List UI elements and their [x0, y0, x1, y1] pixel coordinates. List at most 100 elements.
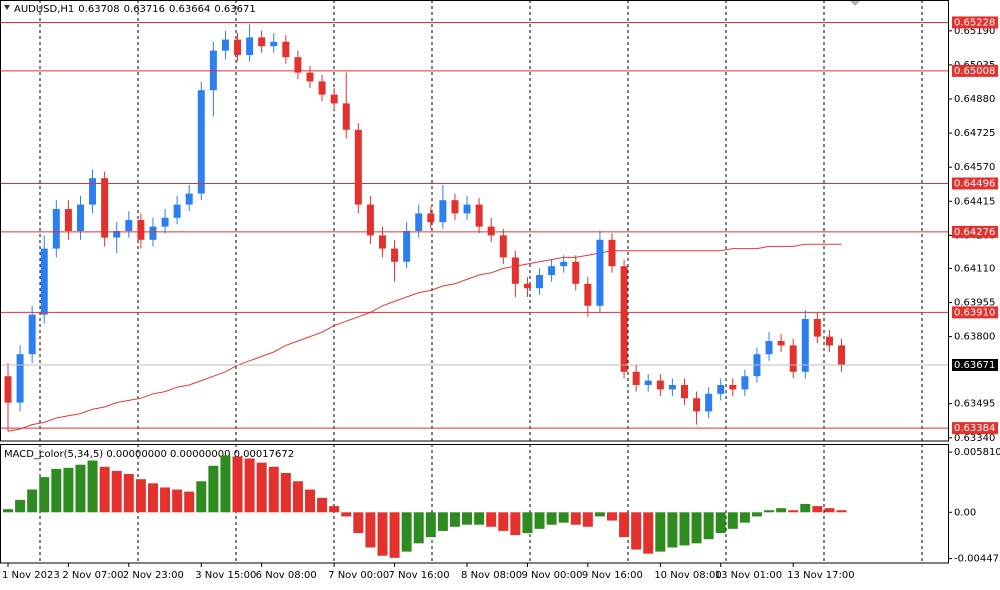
level-tag: [952, 16, 998, 29]
moving-average: [7, 243, 842, 432]
x-tick-label: 2 Nov 23:00: [123, 570, 184, 581]
candle-body: [89, 178, 97, 205]
macd-bar: [244, 458, 255, 513]
macd-bar: [3, 509, 13, 513]
macd-bar: [715, 512, 726, 533]
chart-title: AUDUSD,H1: [14, 4, 74, 15]
x-tick-label: 13 Nov 17:00: [787, 570, 854, 581]
ohlc-value: 0.63716: [124, 4, 165, 15]
macd-bar: [764, 510, 775, 513]
macd-bar: [739, 512, 750, 523]
macd-bar: [558, 512, 569, 523]
candle-body: [197, 90, 205, 194]
y-tick-label: 0.65190: [954, 26, 995, 37]
macd-bar: [317, 497, 328, 513]
x-tick-label: 9 Nov 00:00: [521, 570, 582, 581]
macd-bar: [582, 512, 593, 527]
candle-body: [161, 217, 169, 227]
ohlc-value: 0.63708: [78, 4, 119, 15]
candle-body: [137, 220, 145, 240]
candle-body: [705, 393, 713, 412]
candle-body: [729, 385, 737, 390]
candle-body: [318, 81, 326, 95]
macd-frame: [0, 444, 949, 564]
macd-bar: [184, 491, 195, 513]
macd-title: MACD_color(5,34,5) 0.00000000 0.00000000…: [4, 449, 294, 460]
candle-body: [64, 209, 72, 231]
candle-body: [765, 341, 773, 355]
candle-body: [632, 371, 640, 385]
macd-bar: [75, 464, 86, 513]
macd-bar: [498, 512, 509, 531]
candle-body: [838, 345, 846, 366]
candle-body: [825, 336, 833, 346]
level-label: 0.63910: [954, 307, 995, 318]
macd-bar: [305, 489, 315, 513]
candle-body: [282, 41, 290, 58]
macd-bar: [800, 504, 811, 513]
level-label: 0.64276: [954, 227, 995, 238]
candle-body: [813, 319, 821, 337]
macd-bar: [220, 455, 231, 513]
candle-body: [221, 39, 229, 51]
y-tick-label: 0.63340: [954, 433, 995, 444]
candle-body: [234, 39, 242, 55]
candle-body: [149, 226, 157, 240]
candle-body: [76, 204, 84, 231]
macd-bar: [594, 512, 605, 517]
candle-body: [403, 231, 411, 262]
macd-bar: [570, 512, 581, 525]
macd-bar: [824, 508, 835, 513]
macd-bar: [655, 512, 666, 552]
macd-bar: [123, 474, 134, 513]
macd-bar: [135, 479, 146, 513]
macd-bar: [377, 512, 388, 556]
macd-bar: [546, 512, 557, 525]
level-tag: [952, 177, 998, 190]
candle-body: [270, 41, 278, 47]
macd-bar: [703, 512, 714, 540]
macd-bar: [256, 462, 267, 513]
candle-body: [415, 213, 423, 231]
level-tag: [952, 64, 998, 77]
candle-body: [306, 72, 314, 82]
candle-body: [668, 385, 676, 390]
macd-bar: [292, 481, 303, 513]
macd-bar: [667, 512, 678, 548]
candle-body: [258, 37, 266, 47]
candle-body: [4, 376, 12, 403]
macd-bar: [727, 512, 738, 529]
macd-bar: [280, 472, 291, 513]
shift-marker: [849, 0, 861, 6]
macd-bar: [643, 512, 654, 554]
y-tick-label: 0.64725: [954, 128, 995, 139]
ohlc-value: 0.63664: [169, 4, 210, 15]
macd-bar: [268, 466, 279, 513]
level-tag: [952, 422, 998, 435]
candle-body: [40, 248, 48, 315]
candle-body: [499, 235, 507, 258]
level-label: 0.65008: [954, 66, 995, 77]
macd-bar: [462, 512, 473, 525]
candle-body: [560, 261, 568, 267]
candle-body: [789, 345, 797, 372]
macd-bar: [425, 512, 436, 538]
macd-bar: [776, 508, 787, 513]
macd-bar: [413, 512, 424, 544]
candle-body: [717, 385, 725, 394]
macd-bar: [208, 465, 219, 513]
macd-bar: [63, 467, 74, 513]
candle-body: [572, 261, 580, 284]
macd-bar: [836, 510, 847, 513]
symbol-icon: [4, 5, 10, 10]
macd-bar: [474, 512, 485, 525]
macd-bar: [160, 487, 171, 513]
macd-bar: [27, 489, 38, 513]
macd-bar: [401, 512, 412, 552]
macd-bar: [51, 468, 62, 513]
y-tick-label: 0.64570: [954, 162, 995, 173]
x-tick-label: 7 Nov 00:00: [328, 570, 389, 581]
candle-body: [378, 235, 386, 249]
candle-body: [439, 200, 447, 223]
